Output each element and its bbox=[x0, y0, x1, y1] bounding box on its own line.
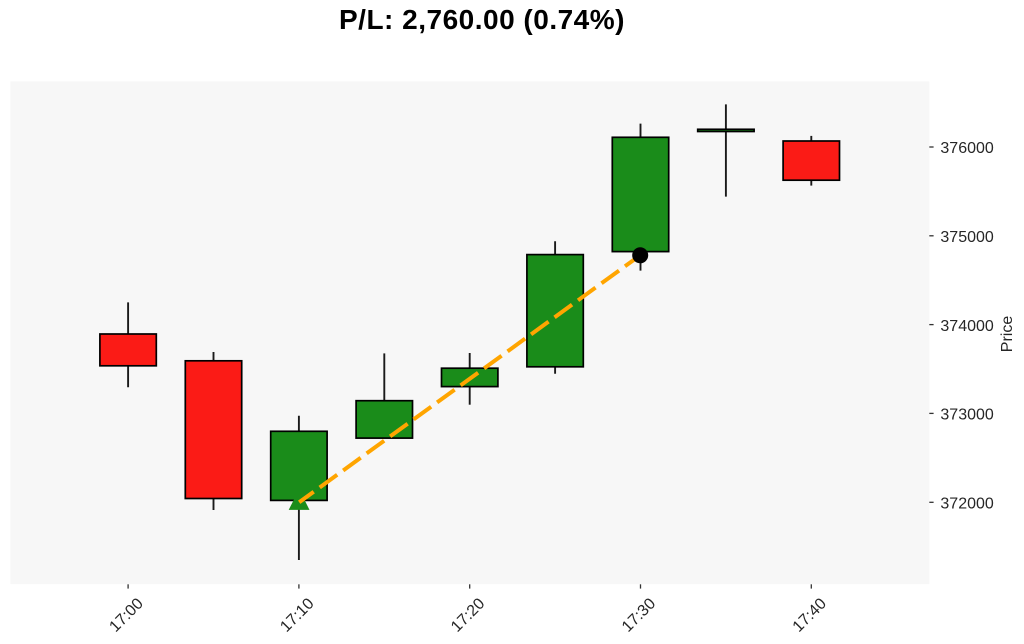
svg-text:373000: 373000 bbox=[940, 407, 993, 424]
svg-text:375000: 375000 bbox=[940, 229, 993, 246]
svg-text:372000: 372000 bbox=[940, 496, 993, 513]
svg-text:376000: 376000 bbox=[940, 140, 993, 157]
svg-text:374000: 374000 bbox=[940, 318, 993, 335]
svg-text:P/L: 2,760.00 (0.74%): P/L: 2,760.00 (0.74%) bbox=[339, 4, 625, 35]
svg-text:Price: Price bbox=[999, 316, 1016, 353]
